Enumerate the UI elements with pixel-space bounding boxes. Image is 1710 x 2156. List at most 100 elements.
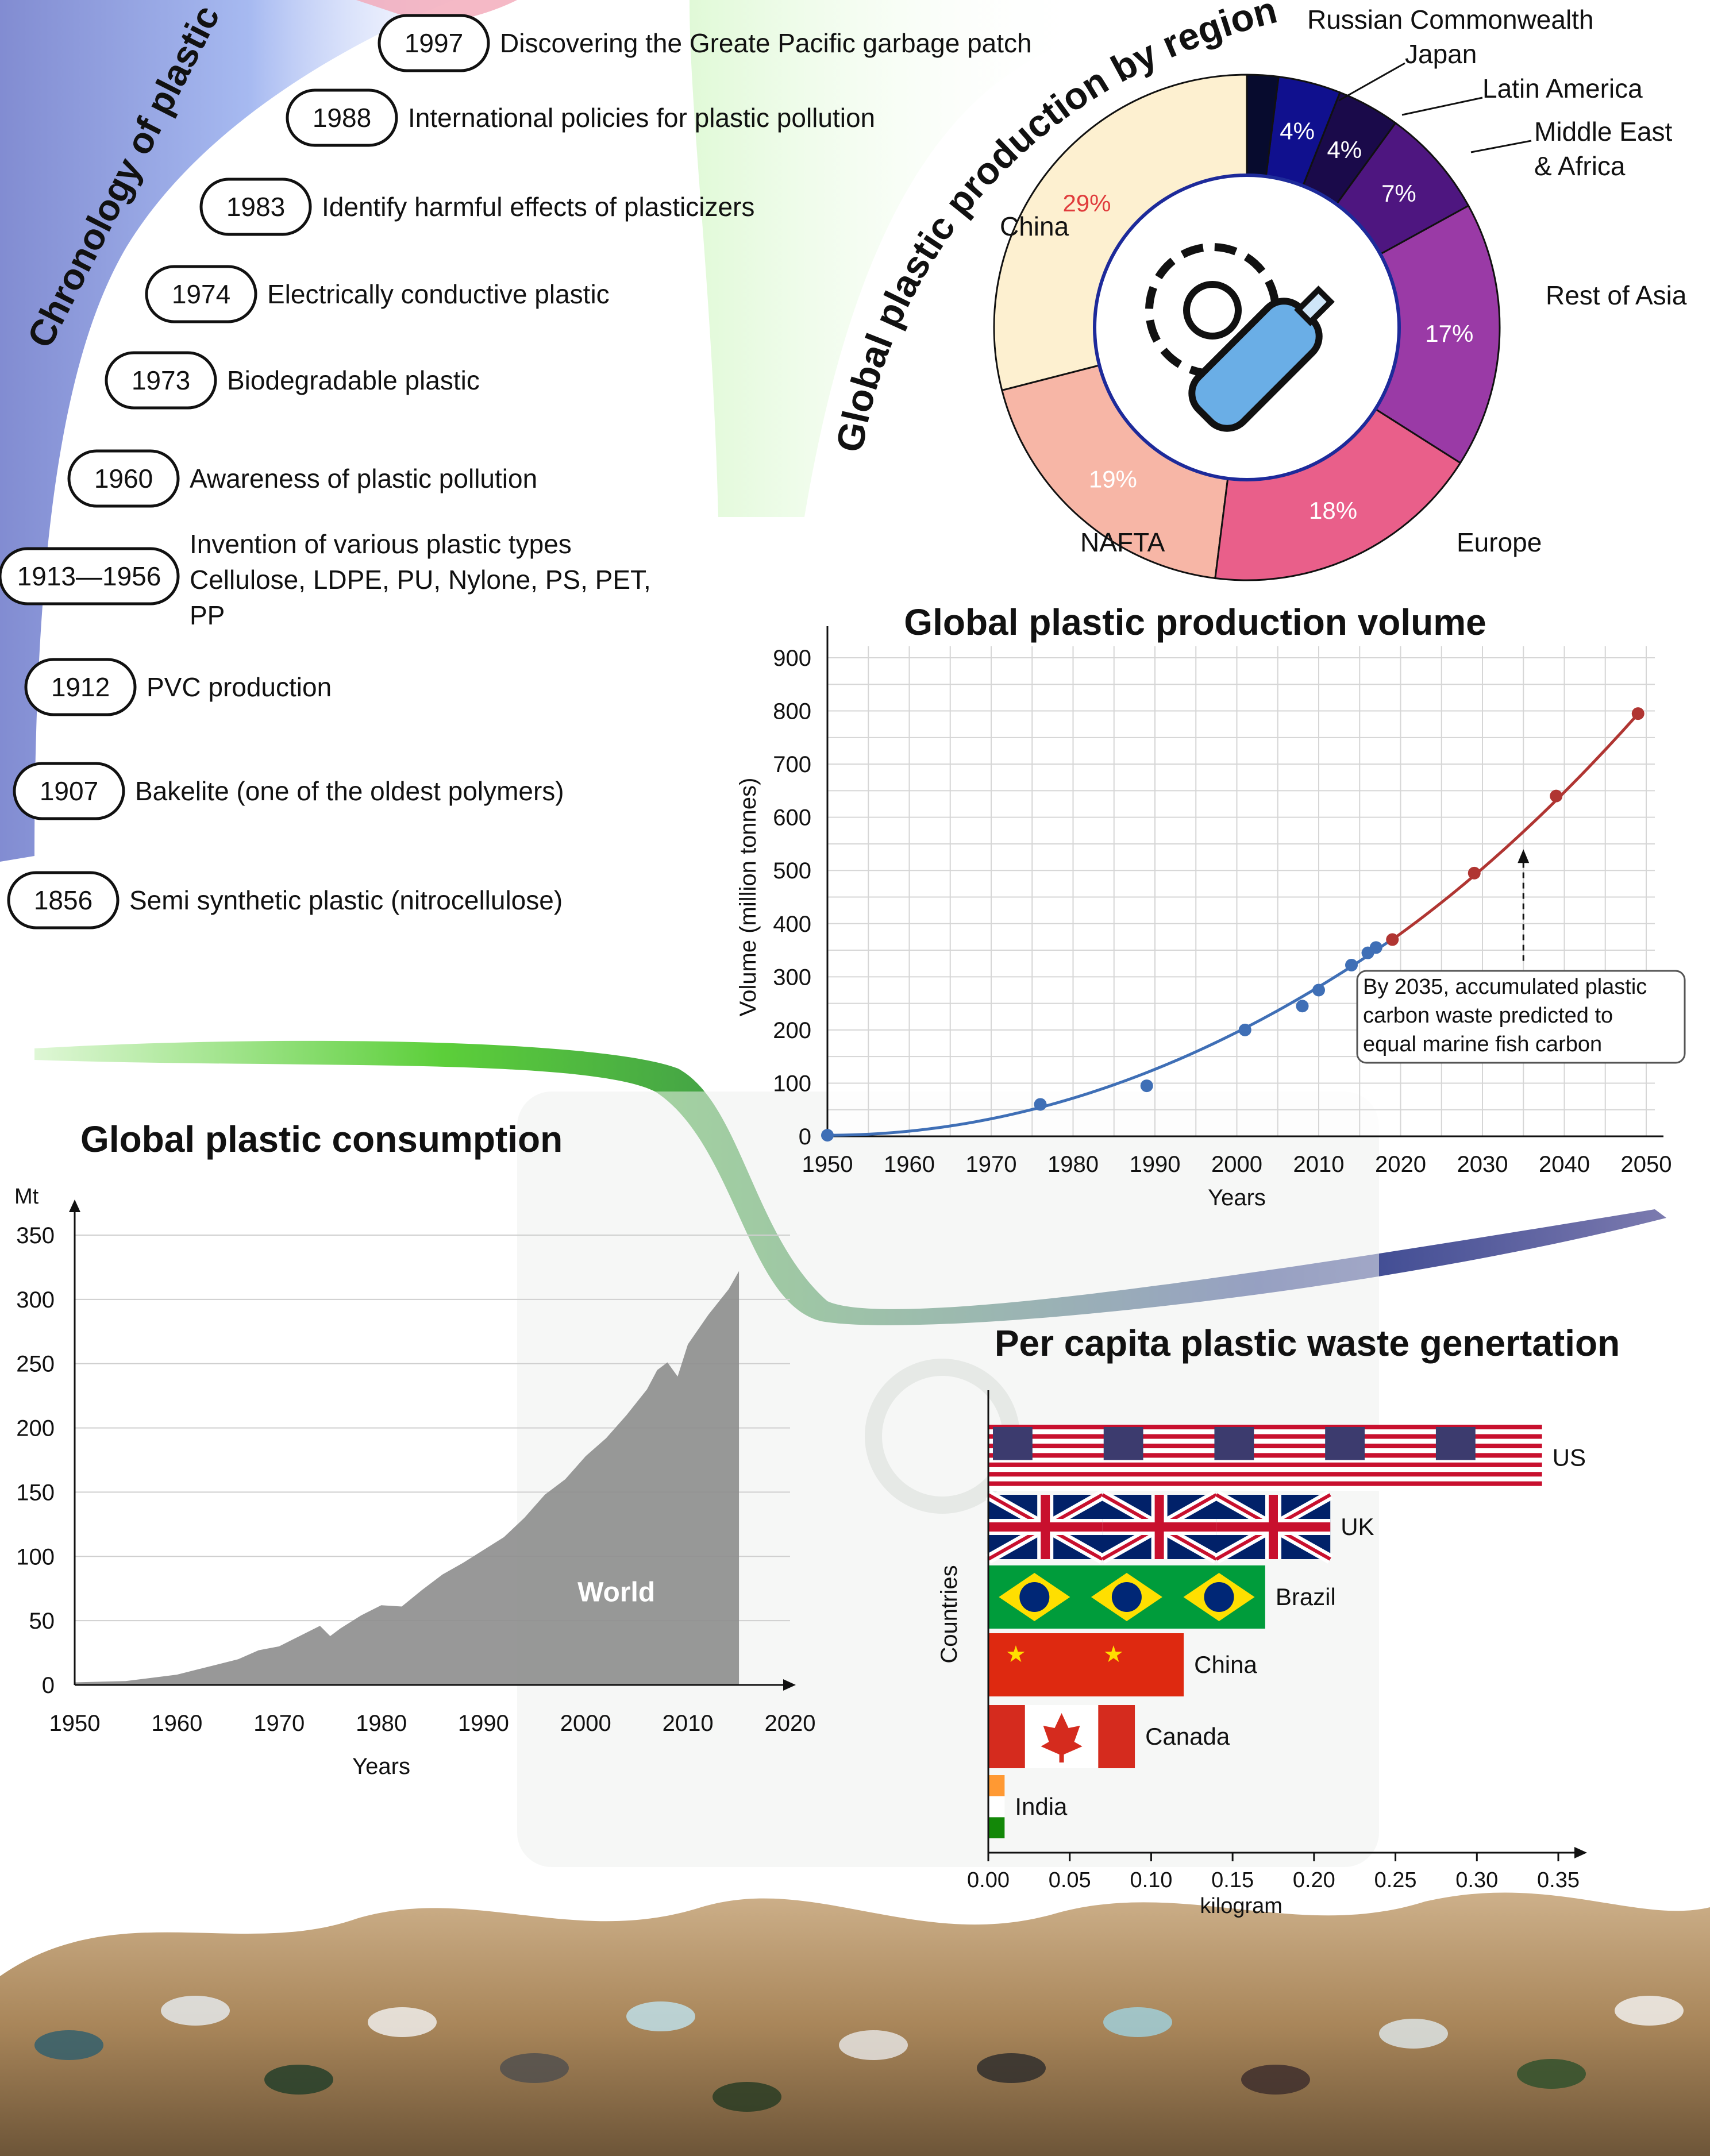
- debris-piece: [1379, 2019, 1448, 2049]
- debris-piece: [34, 2030, 103, 2060]
- event-text: Bakelite (one of the oldest polymers): [135, 776, 564, 806]
- x-tick-label: 2020: [1375, 1152, 1426, 1177]
- data-point: [1386, 933, 1399, 946]
- flag-field: [988, 1633, 1184, 1696]
- flag-band: [988, 1705, 1025, 1768]
- y-tick-label: 600: [773, 805, 811, 831]
- event-text: Semi synthetic plastic (nitrocellulose): [129, 885, 563, 915]
- y-tick-label: 250: [16, 1352, 55, 1377]
- top-wedge: [356, 0, 517, 23]
- slice-label: NAFTA: [1080, 527, 1165, 557]
- year-label: 1974: [172, 279, 230, 309]
- debris-piece: [500, 2053, 569, 2083]
- y-axis-label: Countries: [937, 1565, 962, 1663]
- x-axis-arrow: [1574, 1847, 1587, 1858]
- debris-piece: [368, 2007, 437, 2037]
- slice-value-label: 18%: [1309, 497, 1357, 524]
- year-pill: [24, 658, 137, 716]
- flag-stripe: [988, 1476, 1542, 1482]
- y-tick-label: 0: [42, 1673, 55, 1698]
- production-volume-chart: Global plastic production volume 0 100 200 3…: [735, 601, 1686, 1210]
- gear-and-bottle-icon: [1145, 243, 1335, 432]
- flag-band: [988, 1775, 1005, 1796]
- year-label: 1983: [226, 192, 285, 222]
- debris-ground: [0, 1892, 1710, 2156]
- year-label: 1973: [132, 365, 190, 395]
- x-tick-label: 0.05: [1049, 1868, 1091, 1892]
- slice-value-label: 7%: [1381, 180, 1416, 207]
- series-line-projected: [1391, 712, 1639, 941]
- maple-leaf-icon: [1041, 1713, 1083, 1762]
- debris-piece: [1241, 2065, 1310, 2095]
- slice-label: Rest of Asia: [1546, 280, 1687, 310]
- x-axis-label: kilogram: [1200, 1894, 1282, 1918]
- x-tick-label: 1980: [356, 1711, 407, 1736]
- flag-cross-red: [1216, 1522, 1331, 1532]
- event-text: Awareness of plastic pollution: [190, 464, 537, 493]
- line-chart-title: Global plastic production volume: [904, 601, 1486, 643]
- flag-canton: [1325, 1427, 1365, 1460]
- flag-stripe: [988, 1486, 1542, 1491]
- x-tick-label: 2030: [1457, 1152, 1508, 1177]
- event-text: Identify harmful effects of plasticizers: [322, 192, 754, 222]
- data-point: [1312, 983, 1325, 997]
- year-label: 1912: [51, 672, 110, 702]
- data-point: [821, 1129, 834, 1142]
- data-point: [1631, 707, 1644, 720]
- annotation-text: equal marine fish carbon: [1363, 1032, 1602, 1056]
- x-tick-label: 1970: [966, 1152, 1017, 1177]
- flag-globe: [1111, 1582, 1142, 1612]
- y-tick-label: 800: [773, 699, 811, 724]
- data-point: [1468, 866, 1481, 880]
- slice-value-label: 29%: [1062, 190, 1111, 217]
- y-tick-label: 100: [773, 1071, 811, 1096]
- bar-category-label: China: [1194, 1651, 1257, 1678]
- bar-category-label: UK: [1341, 1513, 1374, 1540]
- flag-stripe: [988, 1429, 1542, 1434]
- flag-stripe: [988, 1438, 1542, 1444]
- slice-value-label: 17%: [1425, 320, 1473, 347]
- data-point: [1345, 958, 1358, 971]
- flag-globe: [1019, 1582, 1050, 1612]
- bar-chart-title: Per capita plastic waste genertation: [995, 1322, 1620, 1364]
- bottle-cap: [1294, 286, 1335, 326]
- x-tick-label: 2010: [1293, 1152, 1345, 1177]
- flag-star: ★: [1006, 1642, 1026, 1667]
- x-tick-label: 0.10: [1130, 1868, 1172, 1892]
- debris-piece: [264, 2065, 333, 2095]
- y-tick-label: 300: [773, 965, 811, 990]
- x-tick-label: 1960: [884, 1152, 935, 1177]
- x-tick-label: 2020: [765, 1711, 816, 1736]
- debris-piece: [712, 2082, 781, 2112]
- slice-label: Russian Commonwealth: [1307, 5, 1594, 34]
- event-text: PP: [190, 600, 225, 630]
- flag-cross-red: [988, 1522, 1103, 1532]
- world-area: [75, 1271, 740, 1685]
- leader-line: [1338, 62, 1405, 102]
- data-point: [1238, 1023, 1251, 1036]
- annotation-box: [1356, 970, 1686, 1064]
- data-point: [1140, 1079, 1153, 1093]
- x-tick-label: 1990: [1130, 1152, 1181, 1177]
- bar-category-label: Brazil: [1276, 1583, 1336, 1610]
- event-text: PVC production: [147, 672, 332, 702]
- year-pill: [286, 88, 398, 147]
- flag-star: ★: [1103, 1642, 1124, 1667]
- data-point: [1369, 941, 1382, 954]
- x-tick-label: 2050: [1621, 1152, 1672, 1177]
- event-text: International policies for plastic pollu…: [408, 103, 875, 133]
- data-point: [1296, 1000, 1309, 1013]
- x-tick-label: 1990: [458, 1711, 509, 1736]
- event-text: Discovering the Greate Pacific garbage p…: [500, 28, 1032, 58]
- area-chart-title: Global plastic consumption: [80, 1119, 563, 1160]
- leader-line: [1470, 140, 1532, 153]
- y-tick-label: 300: [16, 1287, 55, 1313]
- bar-category-label: India: [1015, 1793, 1068, 1820]
- event-text: Electrically conductive plastic: [267, 279, 610, 309]
- x-tick-label: 2000: [1211, 1152, 1262, 1177]
- y-axis-label: Mt: [14, 1185, 39, 1209]
- flag-globe: [1204, 1582, 1234, 1612]
- slice-label: Europe: [1457, 527, 1542, 557]
